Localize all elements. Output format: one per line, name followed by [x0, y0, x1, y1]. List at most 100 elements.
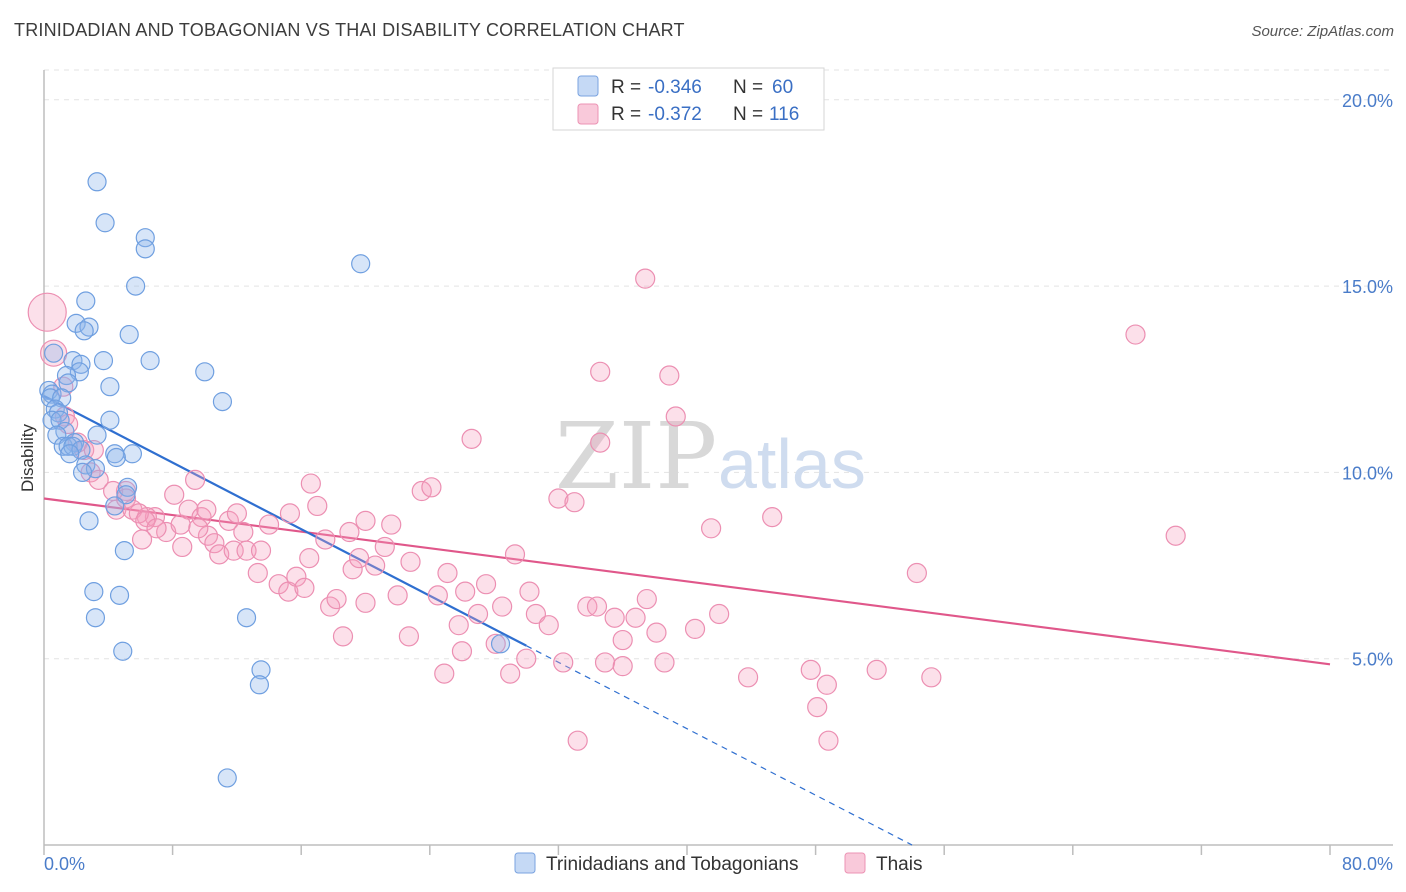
thais-point [625, 607, 646, 628]
thais-point [365, 555, 386, 576]
legend-n-label-2: N = [733, 104, 763, 125]
thais-point [131, 529, 153, 550]
thais-point [27, 292, 67, 332]
axes [43, 70, 1393, 855]
bottom-legend-swatch-blue [514, 852, 536, 874]
trinidadians-point [58, 436, 78, 456]
gridlines [44, 69, 1393, 660]
thais-point [387, 585, 408, 606]
trinidadians-point [52, 388, 72, 408]
thais-point [88, 469, 109, 490]
trinidadians-point [93, 351, 114, 371]
thais-point [906, 562, 927, 584]
thais-point [146, 518, 167, 539]
thais-point [485, 633, 506, 654]
trinidadians-point [251, 660, 271, 680]
series-legend: Trinidadians and Tobagonians Thais [514, 852, 922, 875]
thais-point [816, 674, 837, 695]
trinidadians-point [105, 496, 125, 516]
series-thais-points [27, 268, 1186, 751]
thais-point [492, 596, 513, 617]
thais-point [185, 469, 206, 490]
legend-r-label-1: R = [611, 77, 641, 98]
bottom-legend-swatch-pink [844, 852, 866, 874]
x-tick-label-max: 80.0% [1342, 854, 1393, 874]
legend-r-label-2: R = [611, 104, 641, 125]
thais-point [590, 432, 611, 453]
thais-point [818, 730, 839, 751]
thais-point [590, 361, 611, 382]
watermark-atlas: atlas [718, 425, 866, 503]
thais-point [635, 268, 656, 289]
thais-point [204, 533, 225, 554]
thais-point [247, 562, 268, 584]
y-tick-label: 5.0% [1352, 650, 1393, 670]
y-axis-title: Disability [18, 423, 37, 492]
trinidadians-point [212, 392, 233, 412]
thais-point [355, 592, 376, 613]
thais-point [448, 615, 469, 636]
thais-point [250, 540, 272, 561]
trinidadians-point [71, 354, 91, 374]
thais-point [326, 588, 347, 610]
trinidadians-point [74, 321, 94, 341]
trinidadians-point [100, 377, 120, 397]
trinidadians-trend-line [43, 395, 527, 647]
watermark-zip: ZIP [555, 403, 717, 510]
thais-point [332, 626, 354, 647]
thais-point [400, 551, 421, 572]
trinidadians-point [45, 399, 65, 419]
x-tick-label-min: 0.0% [44, 854, 85, 874]
trinidadians-point [85, 459, 106, 479]
trinidadians-point [114, 541, 134, 561]
series-trinidadians-points [39, 172, 511, 788]
trinidadians-point [351, 254, 371, 274]
thais-point [762, 507, 783, 528]
trinidadians-point [71, 440, 91, 460]
thais-point [475, 574, 497, 595]
thais-point [866, 659, 887, 680]
thais-point [604, 607, 625, 628]
chart-source: Source: ZipAtlas.com [1251, 23, 1394, 40]
thais-point [594, 652, 616, 673]
thais-point [654, 652, 675, 673]
thais-point [294, 577, 315, 599]
legend-n-label-1: N = [733, 77, 763, 98]
thais-point [196, 499, 217, 520]
trinidadians-point [217, 768, 237, 788]
thais-point [467, 603, 489, 625]
trinidadians-point [490, 634, 511, 654]
thais-point [451, 641, 473, 662]
thais-point [374, 536, 395, 558]
thais-point [258, 514, 280, 535]
trinidadians-point [60, 444, 80, 464]
trinidadians-point [236, 608, 257, 628]
thais-point [421, 477, 442, 498]
trinidadians-point [122, 444, 143, 464]
thais-point [548, 488, 569, 509]
thais-point [525, 603, 546, 625]
trinidadians-point [66, 313, 86, 333]
trinidadians-point [135, 228, 155, 248]
thais-point [553, 652, 574, 673]
trinidadians-point [135, 239, 155, 259]
thais-point [612, 656, 633, 677]
trinidadians-point [76, 291, 96, 311]
trinidadians-point [79, 511, 99, 531]
legend-swatch-blue [577, 75, 599, 97]
thais-point [1125, 324, 1146, 345]
thais-point [665, 406, 686, 427]
y-tick-label: 15.0% [1342, 277, 1393, 297]
thais-point [437, 562, 458, 584]
bottom-legend-label-1: Trinidadians and Tobagonians [546, 854, 798, 875]
trinidadians-point [126, 276, 146, 296]
legend-swatch-pink [577, 103, 599, 125]
trinidadians-point [95, 213, 115, 233]
thais-point [381, 514, 402, 535]
thais-point [519, 581, 540, 602]
thais-point [299, 548, 320, 569]
trinidadians-point [87, 425, 107, 445]
trinidadians-point [109, 585, 130, 605]
thais-point [461, 428, 482, 449]
